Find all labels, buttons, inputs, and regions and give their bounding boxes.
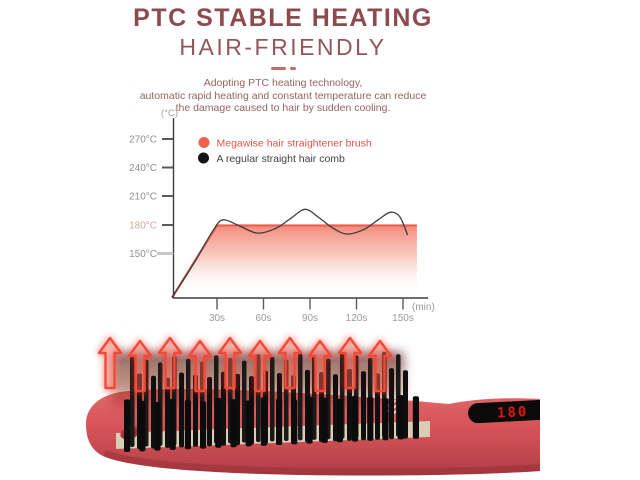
bristle: [165, 377, 170, 448]
bristle: [306, 396, 313, 444]
description-line: the damage caused to hair by sudden cool…: [175, 102, 391, 114]
y-tick-label: 150°C: [129, 249, 157, 260]
bristle: [397, 395, 404, 440]
bristle: [412, 396, 419, 439]
y-tick-label-highlighted: 180°C: [129, 221, 157, 232]
y-tick-label: 270°C: [129, 135, 157, 146]
page-title: PTC STABLE HEATING: [133, 4, 433, 32]
bristle: [230, 399, 237, 448]
bristle: [154, 402, 161, 451]
brush-photo-group: 180: [86, 336, 540, 476]
x-tick-label: 120s: [346, 313, 368, 324]
x-axis-unit-label: (min): [412, 302, 435, 313]
bristle: [207, 377, 212, 447]
divider-dash-long: [270, 67, 286, 70]
description-line: Adopting PTC heating technology,: [203, 77, 363, 89]
bristle: [270, 357, 275, 442]
y-axis-unit-label: (°C): [161, 108, 178, 119]
bristle: [352, 395, 359, 442]
bristle: [169, 398, 176, 450]
led-display-digits: 180: [497, 404, 529, 422]
chart-legend: Megawise hair straightener brush A regul…: [198, 137, 372, 165]
bristle: [179, 372, 184, 448]
bristle: [184, 400, 191, 450]
bristle: [276, 398, 283, 445]
description: Adopting PTC heating technology, automat…: [0, 77, 566, 115]
bristle: [221, 371, 226, 446]
bristles: [124, 351, 419, 452]
bristle: [215, 398, 222, 448]
bristle: [367, 397, 374, 441]
bristle: [321, 397, 328, 443]
legend-label-megawise: Megawise hair straightener brush: [217, 138, 372, 150]
regular-comb-series-line: [171, 208, 409, 299]
x-tick-label: 150s: [392, 313, 414, 324]
bristle: [389, 368, 394, 440]
y-tick-label: 240°C: [129, 163, 157, 174]
bristle: [333, 374, 338, 442]
divider: [269, 67, 297, 70]
bristle: [403, 370, 408, 439]
bristle: [245, 400, 252, 447]
x-axis: 30s 60s 90s 120s 150s (min): [173, 297, 435, 324]
bristle: [124, 399, 131, 452]
bristle: [130, 357, 135, 447]
bristle: [298, 353, 303, 441]
bristle: [200, 401, 207, 449]
y-tick-label: 210°C: [129, 192, 157, 203]
bristle: [242, 360, 247, 443]
bristle: [336, 399, 343, 443]
header-section: PTC STABLE HEATING HAIR-FRIENDLY Adoptin…: [0, 0, 566, 115]
description-line: automatic rapid heating and constant tem…: [139, 89, 427, 102]
bristle: [382, 398, 389, 441]
bristle: [193, 374, 198, 447]
bristle: [361, 371, 366, 441]
bristle: [291, 399, 298, 445]
legend-dot-black-icon: [198, 152, 209, 164]
bristle: [139, 400, 146, 452]
legend-label-regular-comb: A regular straight hair comb: [217, 153, 346, 165]
bristle: [260, 397, 267, 446]
divider-dash-short: [289, 67, 296, 70]
x-tick-label: 90s: [302, 313, 318, 324]
led-display: 180: [468, 399, 540, 424]
y-axis: (°C) 270°C 240°C 210°C 180°C 150°C: [129, 108, 178, 298]
brush-body-shadow: [103, 450, 540, 476]
megawise-series-area: [172, 225, 417, 298]
x-tick-label: 30s: [209, 313, 225, 324]
page-subtitle: HAIR-FRIENDLY: [179, 34, 387, 60]
x-tick-label: 60s: [255, 313, 271, 324]
legend-dot-red-icon: [198, 137, 210, 148]
